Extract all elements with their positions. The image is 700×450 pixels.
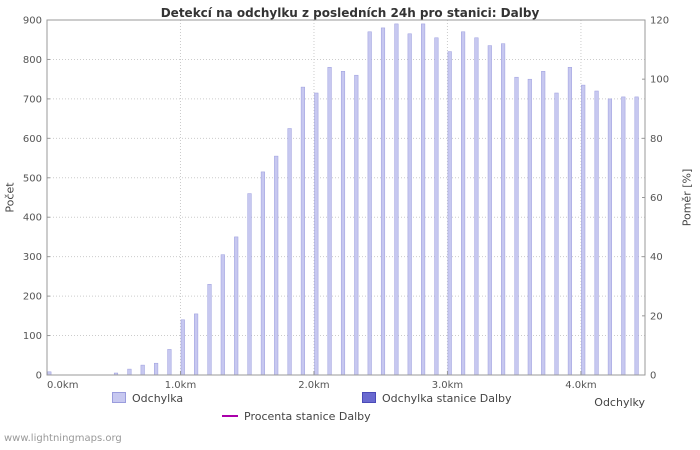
watermark: www.lightningmaps.org: [4, 433, 122, 444]
svg-text:900: 900: [23, 16, 42, 27]
svg-text:100: 100: [23, 331, 42, 342]
svg-text:0: 0: [650, 371, 656, 382]
y-axis-label-left: Počet: [3, 182, 17, 213]
legend-swatch-procenta-line-icon: [222, 415, 238, 417]
svg-text:20: 20: [650, 311, 663, 322]
legend-label-odchylka-stanice: Odchylka stanice Dalby: [382, 392, 512, 405]
svg-text:3.0km: 3.0km: [432, 380, 463, 391]
svg-text:0: 0: [36, 371, 42, 382]
legend-label-odchylka: Odchylka: [132, 392, 184, 405]
chart-title: Detekcí na odchylku z posledních 24h pro…: [160, 6, 540, 20]
svg-text:0.0km: 0.0km: [47, 380, 78, 391]
svg-text:500: 500: [23, 173, 42, 184]
svg-text:600: 600: [23, 134, 42, 145]
legend-swatch-odchylka-icon: [112, 392, 126, 403]
svg-text:800: 800: [23, 55, 42, 66]
legend-item-odchylka: Odchylka: [112, 392, 183, 405]
svg-text:700: 700: [23, 94, 42, 105]
x-axis-label: Odchylky: [594, 396, 645, 409]
svg-text:200: 200: [23, 292, 42, 303]
svg-text:80: 80: [650, 134, 663, 145]
svg-text:120: 120: [650, 16, 669, 27]
svg-text:60: 60: [650, 193, 663, 204]
svg-text:2.0km: 2.0km: [298, 380, 329, 391]
legend-label-procenta-stanice: Procenta stanice Dalby: [244, 410, 371, 423]
svg-text:40: 40: [650, 252, 663, 263]
svg-text:4.0km: 4.0km: [565, 380, 596, 391]
legend-swatch-odchylka-stanice-icon: [362, 392, 376, 403]
legend-item-procenta-stanice: Procenta stanice Dalby: [222, 410, 371, 423]
y-axis-label-right: Poměr [%]: [680, 168, 694, 227]
svg-text:1.0km: 1.0km: [165, 380, 196, 391]
svg-text:400: 400: [23, 213, 42, 224]
svg-text:100: 100: [650, 75, 669, 86]
svg-text:300: 300: [23, 252, 42, 263]
legend-item-odchylka-stanice: Odchylka stanice Dalby: [362, 392, 512, 405]
